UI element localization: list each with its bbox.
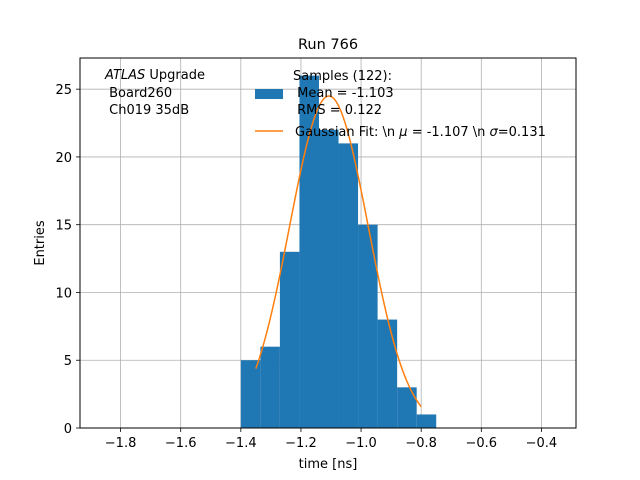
atlas-annotation: ATLAS Upgrade Board260 Ch019 35dB xyxy=(104,68,205,118)
histogram-bars xyxy=(240,75,437,429)
x-tick-label: −1.2 xyxy=(285,436,317,451)
annotation-line-2: Board260 xyxy=(105,86,172,101)
histogram-bar xyxy=(416,414,437,428)
x-tick-label: −1.8 xyxy=(105,436,137,451)
histogram-bar xyxy=(260,346,280,428)
x-tick-label: −0.8 xyxy=(405,436,437,451)
annotation-upgrade: Upgrade xyxy=(145,68,205,83)
x-tick-label: −1.4 xyxy=(225,436,257,451)
y-tick-label: 0 xyxy=(64,422,72,437)
x-tick-label: −0.6 xyxy=(466,436,498,451)
legend: Samples (122): Mean = -1.103 RMS = 0.122… xyxy=(255,69,546,140)
legend-hist-line-1: Samples (122): xyxy=(293,69,392,84)
axis-ticks: −1.8 −1.6 −1.4 −1.2 −1.0 −0.8 −0.6 −0.4 0 5 10 15 20… xyxy=(55,83,557,451)
legend-fit-mu-text: = -1.107 \n xyxy=(408,125,490,140)
x-tick-label: −0.4 xyxy=(526,436,558,451)
y-tick-label: 10 xyxy=(55,286,72,301)
histogram-bar xyxy=(377,319,398,428)
histogram-bar xyxy=(397,387,417,428)
legend-fit-sigma-text: =0.131 xyxy=(498,125,546,140)
x-tick-label: −1.6 xyxy=(165,436,197,451)
plot-frame xyxy=(79,57,577,429)
y-axis-label: Entries xyxy=(33,220,48,266)
histogram-bar xyxy=(240,360,261,428)
annotation-atlas: ATLAS xyxy=(104,68,145,83)
fit-curve-layer xyxy=(255,95,422,408)
histogram-bar xyxy=(358,224,378,428)
x-axis-label: time [ns] xyxy=(299,457,358,472)
y-tick-label: 25 xyxy=(55,83,72,98)
y-tick-label: 20 xyxy=(55,151,72,166)
annotation-line-3: Ch019 35dB xyxy=(105,103,189,118)
histogram-bar xyxy=(299,75,319,428)
legend-hist-swatch xyxy=(255,89,283,99)
histogram-bar xyxy=(318,129,339,429)
gaussian-fit-line xyxy=(255,95,422,408)
y-tick-label: 5 xyxy=(64,354,72,369)
annotation-line-1: ATLAS Upgrade xyxy=(104,68,205,83)
legend-fit-mu-symbol: μ xyxy=(398,125,407,140)
legend-fit-sigma-symbol: σ xyxy=(490,125,499,140)
legend-hist-line-3: RMS = 0.122 xyxy=(293,103,382,118)
legend-fit-prefix: Gaussian Fit: \n xyxy=(295,125,399,140)
x-tick-label: −1.0 xyxy=(345,436,377,451)
legend-fit-label: Gaussian Fit: \n μ = -1.107 \n σ=0.131 xyxy=(295,125,546,140)
legend-hist-line-2: Mean = -1.103 xyxy=(293,86,394,101)
histogram-bar xyxy=(279,251,300,428)
chart-title: Run 766 xyxy=(298,37,358,53)
y-tick-label: 15 xyxy=(55,219,72,234)
histogram-bar xyxy=(338,143,359,428)
